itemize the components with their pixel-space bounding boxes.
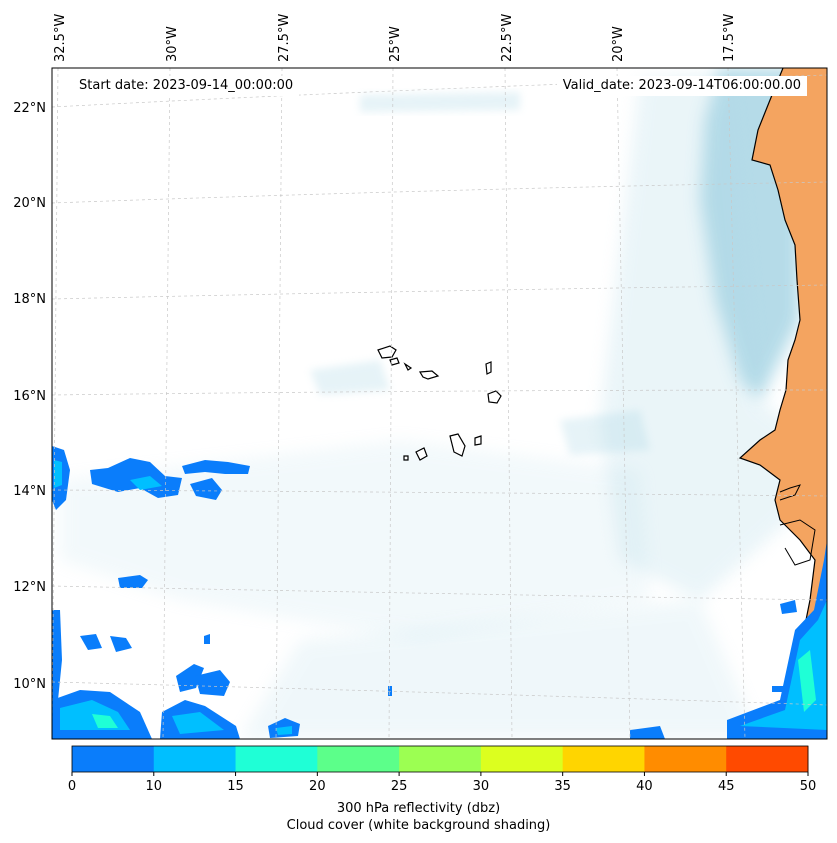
colorbar-tick-label: 35 bbox=[554, 779, 571, 794]
lon-label: 20°W bbox=[611, 26, 626, 62]
colorbar-tick-label: 0 bbox=[68, 779, 76, 794]
colorbar-segment bbox=[399, 746, 482, 772]
start-date-annotation: Start date: 2023-09-14_00:00:00 bbox=[73, 76, 300, 96]
colorbar-segment bbox=[562, 746, 645, 772]
lat-label: 18°N bbox=[13, 292, 46, 307]
colorbar-segment bbox=[726, 746, 809, 772]
colorbar-tick-label: 30 bbox=[473, 779, 490, 794]
reflectivity-contours bbox=[52, 446, 827, 739]
lat-label: 20°N bbox=[13, 196, 46, 211]
colorbar-segment bbox=[317, 746, 400, 772]
colorbar-tick-label: 45 bbox=[718, 779, 735, 794]
colorbar-segment bbox=[235, 746, 318, 772]
colorbar-segment bbox=[644, 746, 727, 772]
colorbar-sublabel: Cloud cover (white background shading) bbox=[286, 818, 551, 833]
lon-label: 17.5°W bbox=[722, 14, 737, 62]
land-africa bbox=[740, 68, 827, 739]
colorbar-tick-label: 10 bbox=[146, 779, 163, 794]
colorbar-segment bbox=[153, 746, 237, 772]
lat-label: 14°N bbox=[13, 484, 46, 499]
colorbar: 0 10 15 20 25 30 35 40 45 50 bbox=[68, 745, 817, 794]
colorbar-tick-label: 50 bbox=[800, 779, 817, 794]
map-frame bbox=[51, 67, 828, 740]
lon-label: 22.5°W bbox=[500, 14, 515, 62]
guinea-border bbox=[779, 519, 816, 566]
lon-label: 32.5°W bbox=[53, 14, 68, 62]
colorbar-segment bbox=[72, 746, 155, 772]
lon-label: 25°W bbox=[388, 26, 403, 62]
colorbar-label: 300 hPa reflectivity (dbz) bbox=[336, 801, 501, 816]
graticule bbox=[52, 68, 827, 739]
coastline bbox=[738, 68, 816, 739]
colorbar-tick-label: 20 bbox=[309, 779, 326, 794]
gambia-border bbox=[779, 484, 801, 501]
latitude-labels: 22°N 20°N 18°N 16°N 14°N 12°N 10°N bbox=[13, 101, 46, 692]
lat-label: 16°N bbox=[13, 389, 46, 404]
valid-date-annotation: Valid_date: 2023-09-14T06:00:00.00 bbox=[556, 76, 807, 96]
lat-label: 22°N bbox=[13, 101, 46, 116]
lat-label: 12°N bbox=[13, 580, 46, 595]
lon-label: 30°W bbox=[165, 26, 180, 62]
longitude-labels: 32.5°W 30°W 27.5°W 25°W 22.5°W 20°W 17.5… bbox=[53, 14, 737, 62]
colorbar-segment bbox=[480, 746, 564, 772]
cape-verde-islands bbox=[377, 345, 502, 461]
lon-label: 27.5°W bbox=[277, 14, 292, 62]
lat-label: 10°N bbox=[13, 677, 46, 692]
colorbar-tick-label: 40 bbox=[636, 779, 653, 794]
colorbar-tick-label: 15 bbox=[227, 779, 244, 794]
colorbar-tick-label: 25 bbox=[391, 779, 408, 794]
